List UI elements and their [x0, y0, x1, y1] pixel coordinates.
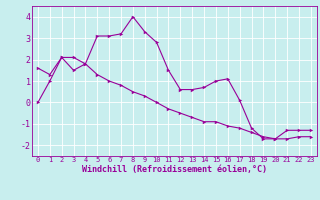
X-axis label: Windchill (Refroidissement éolien,°C): Windchill (Refroidissement éolien,°C)	[82, 165, 267, 174]
